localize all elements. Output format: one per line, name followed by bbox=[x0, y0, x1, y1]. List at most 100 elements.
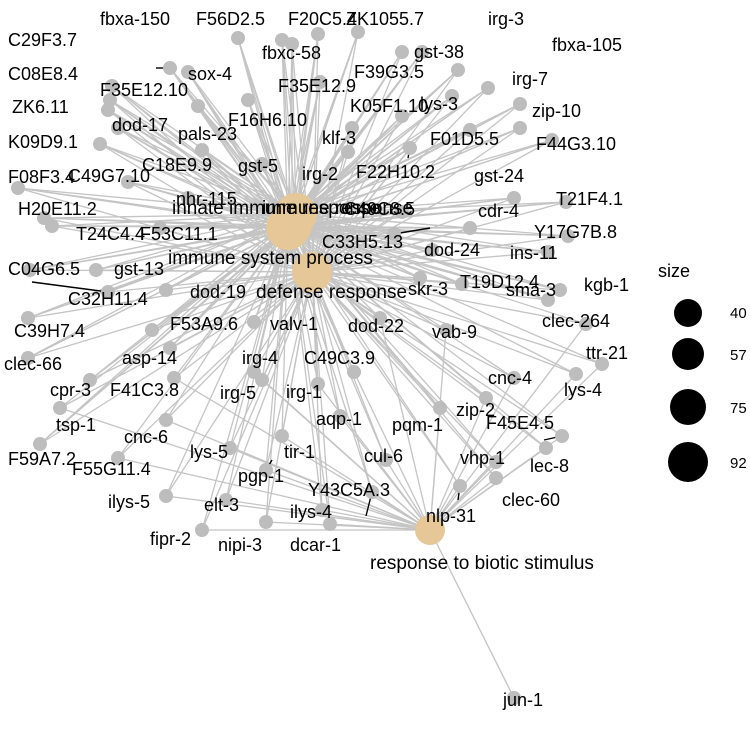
gene-node-jun-1 bbox=[507, 691, 521, 705]
edge-f01d5-5-immune_system bbox=[291, 129, 471, 227]
edge-cnc-4-biotic bbox=[429, 377, 515, 531]
edge-gst-38-defense bbox=[311, 51, 403, 273]
gene-label-f22h10-2: F22H10.2 bbox=[356, 162, 435, 182]
gene-label-irg-1: irg-1 bbox=[286, 382, 322, 402]
gene-node-nlp-31 bbox=[453, 479, 467, 493]
category-label-immune-response: immune response bbox=[262, 198, 413, 219]
gene-label-f41c3-8: F41C3.8 bbox=[110, 380, 179, 400]
gene-label-lys-5: lys-5 bbox=[190, 442, 228, 462]
gene-label-zk1055-7: ZK1055.7 bbox=[346, 9, 424, 29]
gene-node-aqp-1 bbox=[333, 409, 347, 423]
gene-node-lys-5 bbox=[223, 441, 237, 455]
gene-node-f22h10-2 bbox=[403, 141, 417, 155]
gene-node-clec-66 bbox=[21, 351, 35, 365]
gene-label-ttr-21: ttr-21 bbox=[586, 343, 628, 363]
edge-nipi-3-defense bbox=[265, 271, 313, 523]
edge-dcar-1-defense bbox=[311, 271, 331, 525]
edge-t24c4-4-immune_response bbox=[51, 213, 297, 227]
edge-irg-5-biotic bbox=[261, 379, 431, 531]
gene-node-ins-11 bbox=[541, 245, 555, 259]
gene-label-jun-1: jun-1 bbox=[502, 690, 543, 710]
gene-node-tir-1 bbox=[275, 429, 289, 443]
gene-label-elt-3: elt-3 bbox=[204, 495, 239, 515]
gene-label-vhp-1: vhp-1 bbox=[460, 448, 505, 468]
gene-label-f01d5-5: F01D5.5 bbox=[430, 129, 499, 149]
edge-c39h7-4-immune_response bbox=[27, 213, 297, 319]
gene-node-gst-38 bbox=[395, 45, 409, 59]
gene-node-c49c8-5 bbox=[395, 205, 409, 219]
gene-label-lys-4: lys-4 bbox=[564, 380, 602, 400]
edge-f01d5-5-immune_response bbox=[295, 129, 471, 215]
gene-label-t21f4-1: T21F4.1 bbox=[556, 189, 623, 209]
gene-node-f20c5-4 bbox=[311, 27, 325, 41]
gene-label-nhr-115: nhr-115 bbox=[176, 189, 237, 209]
gene-node-clec-264 bbox=[579, 317, 593, 331]
gene-label-pals-23: pals-23 bbox=[178, 124, 237, 144]
gene-label-pgp-1: pgp-1 bbox=[238, 466, 284, 486]
gene-label-y17g7b-8: Y17G7B.8 bbox=[534, 222, 617, 242]
gene-node-sma-3 bbox=[541, 293, 555, 307]
gene-node-c29f3-7 bbox=[163, 61, 177, 75]
gene-node-f45e4-5 bbox=[555, 429, 569, 443]
edge-f01d5-5-defense bbox=[311, 129, 471, 273]
gene-label-ins-11: ins-11 bbox=[510, 243, 558, 263]
edge-zip-2-biotic bbox=[429, 397, 487, 531]
category-nodes bbox=[266, 193, 445, 545]
gene-label-lys-3: lys-3 bbox=[420, 94, 458, 114]
gene-node-fbxc-58 bbox=[285, 37, 299, 51]
gene-node-dod-24 bbox=[425, 243, 439, 257]
gene-label-clec-60: clec-60 bbox=[502, 490, 560, 510]
edge-f08f3-4-immune_response bbox=[17, 187, 297, 215]
gene-label-ilys-4: ilys-4 bbox=[290, 502, 332, 522]
gene-label-c49g7-10: C49G7.10 bbox=[68, 166, 150, 186]
gene-label-cnc-4: cnc-4 bbox=[488, 368, 532, 388]
edge-zk1055-7-immune_system bbox=[291, 31, 359, 227]
gene-node-t24c4-4 bbox=[45, 219, 59, 233]
gene-node-ilys-4 bbox=[315, 503, 329, 517]
gene-node-asp-14 bbox=[163, 341, 177, 355]
gene-label-pqm-1: pqm-1 bbox=[392, 415, 443, 435]
gene-label-zip-2: zip-2 bbox=[456, 400, 495, 420]
edge-c32h11-4-defense bbox=[107, 271, 313, 293]
gene-node-cnc-6 bbox=[159, 413, 173, 427]
edge-c39h7-4-immune_system bbox=[27, 225, 293, 319]
edge-ilys-5-defense bbox=[165, 271, 313, 497]
edge-irg-5-innate bbox=[261, 227, 289, 381]
gene-node-c32h11-4 bbox=[101, 285, 115, 299]
legend-title: size bbox=[658, 261, 690, 281]
gene-label-clec-264: clec-264 bbox=[542, 311, 610, 331]
gene-label-dod-17: dod-17 bbox=[112, 115, 168, 135]
gene-node-valv-1 bbox=[247, 315, 261, 329]
gene-label-irg-3: irg-3 bbox=[488, 9, 524, 29]
legend-circle-40 bbox=[674, 299, 702, 327]
gene-node-fbxa-105 bbox=[481, 81, 495, 95]
gene-node-gst-5 bbox=[255, 157, 269, 171]
gene-label-c49c8-5: C49C8.5 bbox=[344, 199, 415, 219]
gene-node-ilys-5 bbox=[159, 489, 173, 503]
edge-c49c3-9-biotic bbox=[353, 371, 431, 531]
gene-label-fbxa-105: fbxa-105 bbox=[552, 35, 622, 55]
edge-y17g7b-8-immune_response bbox=[295, 213, 569, 237]
category-label-defense: defense response bbox=[256, 282, 407, 303]
gene-node-k05f1-10 bbox=[395, 109, 409, 123]
edge-dod-19-defense bbox=[165, 271, 313, 291]
gene-label-dod-22: dod-22 bbox=[348, 316, 404, 336]
gene-node-cul-6 bbox=[379, 453, 393, 467]
gene-label-c18e9-9: C18E9.9 bbox=[142, 155, 212, 175]
edge-cul-6-defense bbox=[311, 271, 387, 461]
gene-node-irg-2 bbox=[341, 145, 355, 159]
edge-ttr-21-innate bbox=[287, 227, 603, 365]
gene-label-aqp-1: aqp-1 bbox=[316, 409, 362, 429]
gene-label-gst-24: gst-24 bbox=[474, 166, 524, 186]
gene-node-gst-13 bbox=[89, 263, 103, 277]
gene-label-h20e11-2: H20E11.2 bbox=[18, 199, 97, 219]
edge-vhp-1-biotic bbox=[429, 461, 497, 531]
edge-sox-4-immune_response bbox=[187, 71, 297, 215]
gene-label-dod-19: dod-19 bbox=[190, 282, 246, 302]
gene-node-lec-8 bbox=[539, 441, 553, 455]
gene-node-skr-3 bbox=[413, 271, 427, 285]
edge-fbxc-58-immune_response bbox=[291, 43, 297, 215]
legend-circle-92 bbox=[668, 442, 708, 482]
gene-label-c39h7-4: C39H7.4 bbox=[14, 321, 85, 341]
gene-node-clec-60 bbox=[489, 471, 503, 485]
